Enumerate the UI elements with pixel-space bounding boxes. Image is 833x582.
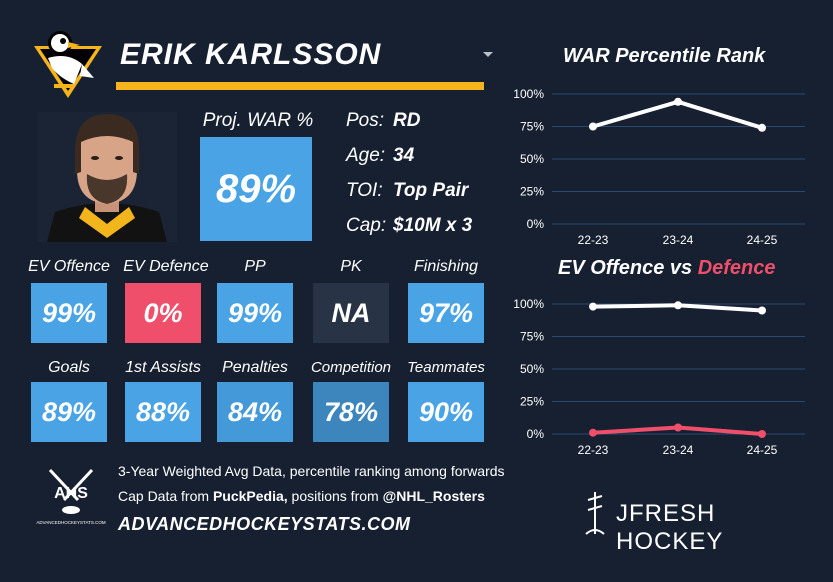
ahs-logo: AHS ADVANCEDHOCKEYSTATS.COM xyxy=(36,468,106,525)
footer-credits-prefix: Cap Data from xyxy=(118,488,213,504)
tile-label-pk: PK xyxy=(340,258,362,275)
jfresh-brand: JFRESH HOCKEY xyxy=(582,490,822,555)
tile-label-ev-offence: EV Offence xyxy=(28,258,110,275)
footer-credits: Cap Data from PuckPedia, positions from … xyxy=(118,488,485,504)
x-tick-label: 23-24 xyxy=(663,443,694,457)
data-point xyxy=(674,423,682,432)
data-point xyxy=(758,123,766,132)
proj-war-value: 89% xyxy=(200,137,312,241)
toi-label: TOI: xyxy=(346,180,383,201)
nhl-rosters-link[interactable]: @NHL_Rosters xyxy=(382,488,485,504)
pos-value: RD xyxy=(393,110,421,131)
jfresh-brand-text: JFRESH HOCKEY xyxy=(616,500,724,555)
y-tick-label: 25% xyxy=(520,185,544,199)
player-photo xyxy=(37,112,177,242)
tile-label-penalties: Penalties xyxy=(222,359,288,376)
data-point xyxy=(674,301,682,310)
tile-label-ev-defence: EV Defence xyxy=(123,258,209,275)
tile-ev-defence: 0% xyxy=(125,283,201,343)
tile-label-goals: Goals xyxy=(48,359,90,376)
name-underline xyxy=(116,82,484,90)
cap-label: Cap: xyxy=(346,215,387,236)
footer-credits-mid: positions from xyxy=(287,488,383,504)
y-tick-label: 100% xyxy=(513,87,544,101)
tile-1st-assists: 88% xyxy=(125,382,201,442)
data-point xyxy=(589,428,597,437)
ev-offence-defence-chart: 100% 75% 50% 25% 0% 22-23 23-24 24-25 xyxy=(513,297,805,457)
age-label: Age: xyxy=(346,145,386,166)
tile-ev-offence: 99% xyxy=(31,283,107,343)
tile-label-1st-assists: 1st Assists xyxy=(125,359,201,376)
y-tick-label: 50% xyxy=(520,362,544,376)
x-tick-label: 22-23 xyxy=(578,233,609,247)
y-tick-label: 75% xyxy=(520,330,544,344)
chart2-title-part2: Defence xyxy=(697,257,776,279)
tile-penalties: 84% xyxy=(217,382,293,442)
y-tick-label: 75% xyxy=(520,120,544,134)
site-link[interactable]: ADVANCEDHOCKEYSTATS.COM xyxy=(118,514,411,534)
y-tick-label: 100% xyxy=(513,297,544,311)
tile-label-competition: Competition xyxy=(310,359,392,376)
ahs-logo-text: AHS xyxy=(54,485,88,502)
tile-pk: NA xyxy=(313,283,389,343)
x-tick-label: 24-25 xyxy=(747,443,778,457)
cap-value: $10M x 3 xyxy=(393,215,473,236)
chart2-title-part1: EV Offence vs xyxy=(558,257,698,279)
tile-label-finishing: Finishing xyxy=(413,258,479,275)
x-tick-label: 23-24 xyxy=(663,233,694,247)
puckpedia-link[interactable]: PuckPedia, xyxy=(212,488,288,504)
x-tick-label: 22-23 xyxy=(578,443,609,457)
data-point xyxy=(758,430,766,438)
jfresh-logo-icon xyxy=(585,492,605,535)
toi-value: Top Pair xyxy=(393,180,469,201)
tile-finishing: 97% xyxy=(408,283,484,343)
tile-competition: 78% xyxy=(313,382,389,442)
player-name: ERIK KARLSSON xyxy=(120,38,382,71)
y-tick-label: 25% xyxy=(520,395,544,409)
war-percentile-chart: 100% 75% 50% 25% 0% 22-23 23-24 24-25 xyxy=(513,87,805,247)
data-point xyxy=(674,97,682,106)
tile-teammates: 90% xyxy=(408,382,484,442)
ahs-logo-sub: ADVANCEDHOCKEYSTATS.COM xyxy=(36,520,106,525)
data-point xyxy=(758,306,766,315)
proj-war-label: Proj. WAR % xyxy=(202,110,314,131)
x-tick-label: 24-25 xyxy=(747,233,778,247)
tile-label-pp: PP xyxy=(244,258,266,275)
footer-note: 3-Year Weighted Avg Data, percentile ran… xyxy=(118,463,505,479)
chart1-title: WAR Percentile Rank xyxy=(563,45,766,67)
data-point xyxy=(589,122,597,131)
tile-label-teammates: Teammates xyxy=(407,359,485,376)
penguins-logo xyxy=(34,31,102,98)
chevron-down-icon[interactable] xyxy=(482,50,494,60)
pos-label: Pos: xyxy=(346,110,385,131)
data-point xyxy=(589,302,597,311)
y-tick-label: 0% xyxy=(527,427,545,441)
y-tick-label: 50% xyxy=(520,152,544,166)
age-value: 34 xyxy=(393,145,415,166)
tile-goals: 89% xyxy=(31,382,107,442)
tile-pp: 99% xyxy=(217,283,293,343)
chart2-title: EV Offence vs Defence xyxy=(558,257,776,280)
y-tick-label: 0% xyxy=(527,217,545,231)
